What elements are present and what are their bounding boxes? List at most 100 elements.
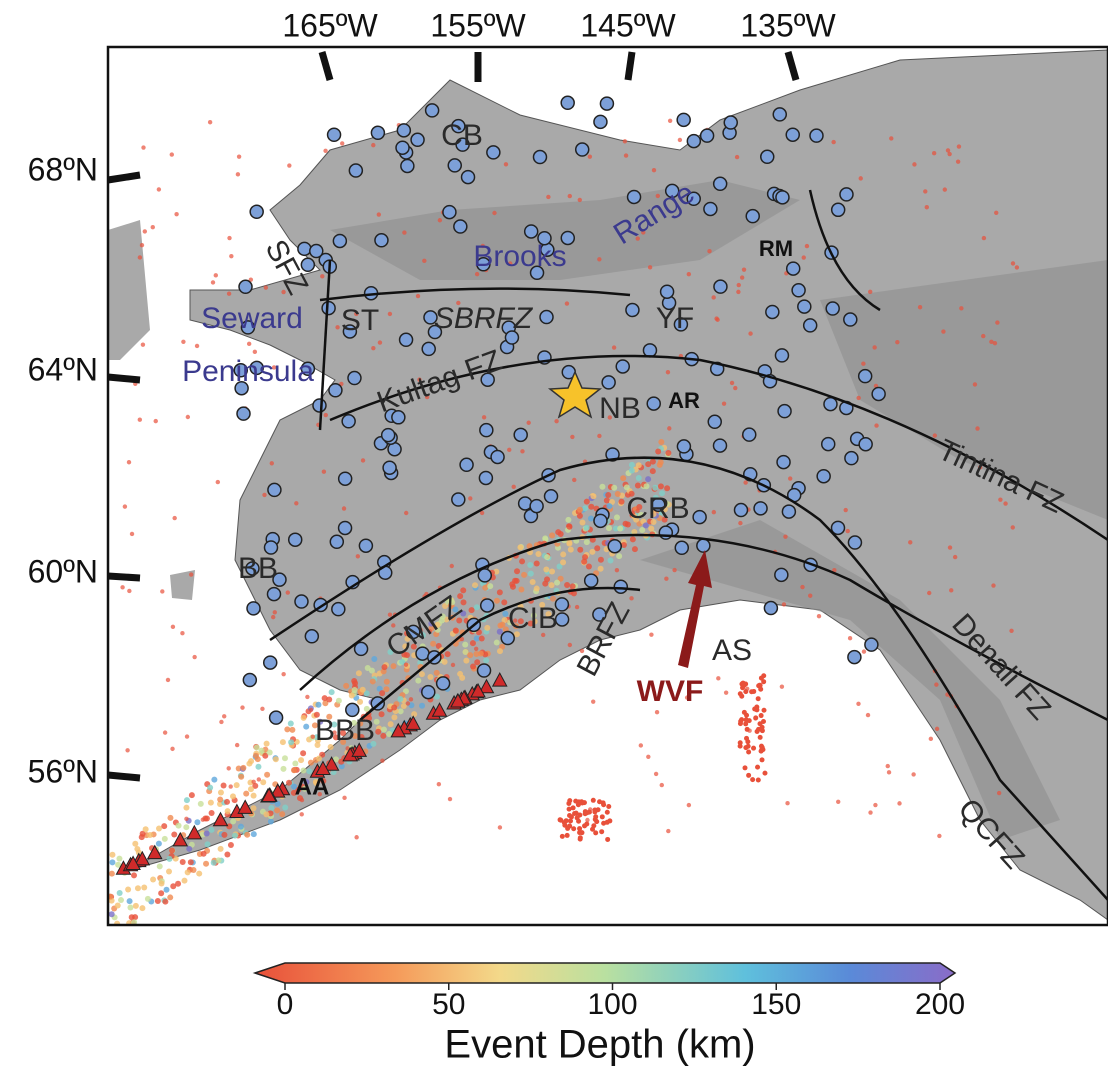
event-dot	[707, 249, 711, 253]
station	[865, 638, 878, 651]
region-label: WVF	[637, 675, 704, 708]
event-dot	[560, 551, 566, 557]
event-dot	[289, 727, 295, 733]
event-dot	[740, 275, 744, 279]
event-dot	[1003, 501, 1007, 505]
event-dot	[230, 793, 236, 799]
station	[267, 588, 280, 601]
event-dot	[599, 829, 604, 834]
event-dot	[263, 811, 269, 817]
event-dot	[171, 832, 177, 838]
event-dot	[856, 702, 860, 706]
region-label: AS	[712, 634, 752, 667]
event-dot	[549, 568, 555, 574]
event-dot	[572, 478, 576, 482]
event-dot	[605, 837, 610, 842]
event-dot	[262, 493, 266, 497]
fault-label: SBRFZ	[434, 302, 534, 335]
region-label: CRB	[626, 492, 689, 525]
event-dot	[380, 758, 384, 762]
event-dot	[738, 721, 743, 726]
event-dot	[564, 582, 570, 588]
event-dot	[127, 905, 133, 911]
event-dot	[652, 168, 656, 172]
station	[479, 471, 492, 484]
lon-label: 165ºW	[282, 7, 378, 43]
event-dot	[946, 148, 950, 152]
event-dot	[273, 756, 279, 762]
event-dot	[715, 318, 719, 322]
event-dot	[130, 532, 134, 536]
event-dot	[831, 140, 835, 144]
event-dot	[273, 610, 277, 614]
event-dot	[379, 711, 385, 717]
event-dot	[125, 887, 131, 893]
event-dot	[442, 659, 448, 665]
event-dot	[315, 702, 321, 708]
event-dot	[672, 568, 676, 572]
event-dot	[288, 720, 294, 726]
event-dot	[657, 462, 663, 468]
event-dot	[918, 305, 922, 309]
event-dot	[326, 696, 332, 702]
event-dot	[427, 674, 433, 680]
event-dot	[629, 596, 633, 600]
event-dot	[365, 665, 371, 671]
station	[289, 533, 302, 546]
event-dot	[185, 734, 189, 738]
station	[333, 234, 346, 247]
event-dot	[932, 151, 936, 155]
station	[859, 370, 872, 383]
event-dot	[737, 283, 741, 287]
station	[714, 177, 727, 190]
event-dot	[753, 715, 758, 720]
event-dot	[422, 259, 426, 263]
event-dot	[573, 799, 578, 804]
event-dot	[159, 880, 165, 886]
event-dot	[949, 588, 953, 592]
event-dot	[116, 931, 122, 937]
station	[332, 603, 345, 616]
station	[478, 569, 491, 582]
event-dot	[571, 826, 576, 831]
event-dot	[759, 713, 764, 718]
event-dot	[207, 785, 213, 791]
event-dot	[391, 663, 397, 669]
region-label: AA	[295, 773, 330, 800]
lat-tick	[108, 175, 140, 180]
event-dot	[167, 815, 173, 821]
event-dot	[391, 704, 397, 710]
event-dot	[935, 727, 939, 731]
event-dot	[604, 498, 610, 504]
event-dot	[629, 462, 635, 468]
event-dot	[747, 718, 752, 723]
event-dot	[911, 772, 915, 776]
station	[775, 568, 788, 581]
station	[349, 164, 362, 177]
event-dot	[268, 819, 274, 825]
event-dot	[156, 826, 162, 832]
event-dot	[751, 746, 756, 751]
event-dot	[497, 589, 503, 595]
event-dot	[997, 791, 1001, 795]
event-dot	[167, 894, 173, 900]
event-dot	[943, 187, 947, 191]
event-dot	[109, 852, 115, 858]
event-dot	[416, 294, 420, 298]
event-dot	[189, 572, 193, 576]
event-dot	[742, 765, 747, 770]
event-dot	[371, 143, 375, 147]
station	[826, 302, 839, 315]
event-dot	[566, 541, 572, 547]
event-dot	[222, 714, 226, 718]
event-dot	[889, 136, 893, 140]
event-dot	[118, 897, 124, 903]
event-dot	[848, 636, 852, 640]
station	[375, 234, 388, 247]
event-dot	[217, 797, 223, 803]
event-dot	[109, 859, 115, 865]
event-dot	[246, 761, 252, 767]
event-dot	[287, 163, 291, 167]
event-dot	[748, 331, 752, 335]
event-dot	[1015, 265, 1019, 269]
